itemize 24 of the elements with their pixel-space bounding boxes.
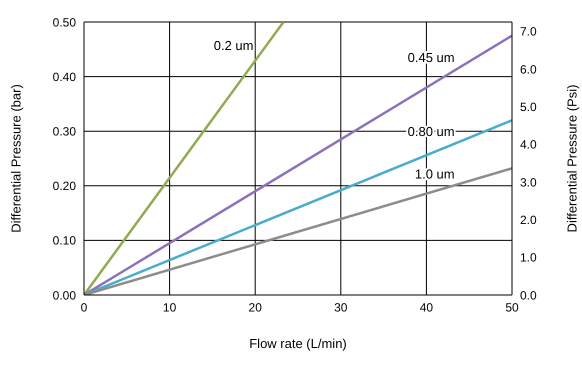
series-label: 0.2 um xyxy=(214,38,254,53)
y2-axis-title: Differential Pressure (Psi) xyxy=(564,84,580,232)
y-tick-label: 0.40 xyxy=(52,70,76,84)
y-axis-title: Differential Pressure (bar) xyxy=(8,84,24,233)
y2-tick-label: 4.0 xyxy=(520,138,538,152)
y-tick-label: 0.00 xyxy=(52,288,76,302)
x-axis-title: Flow rate (L/min) xyxy=(249,336,347,351)
y-tick-label: 0.20 xyxy=(52,179,76,194)
y-tick-label: 0.10 xyxy=(52,234,76,248)
x-tick-label: 10 xyxy=(162,300,177,315)
x-tick-label: 50 xyxy=(505,300,519,315)
x-tick-label: 40 xyxy=(420,300,434,315)
y2-tick-label: 5.0 xyxy=(520,100,538,114)
x-tick-label: 20 xyxy=(248,300,262,315)
y2-tick-label: 6.0 xyxy=(520,62,538,76)
y2-tick-label: 2.0 xyxy=(520,212,538,227)
x-tick-label: 30 xyxy=(334,300,348,315)
y2-tick-label: 7.0 xyxy=(520,24,538,39)
x-tick-label: 0 xyxy=(80,300,88,315)
y2-tick-label: 3.0 xyxy=(520,175,538,190)
y-tick-label: 0.50 xyxy=(52,15,76,30)
y-tick-label: 0.30 xyxy=(52,124,76,138)
y2-tick-label: 1.0 xyxy=(520,250,538,265)
y2-tick-label: 0.0 xyxy=(520,288,538,302)
